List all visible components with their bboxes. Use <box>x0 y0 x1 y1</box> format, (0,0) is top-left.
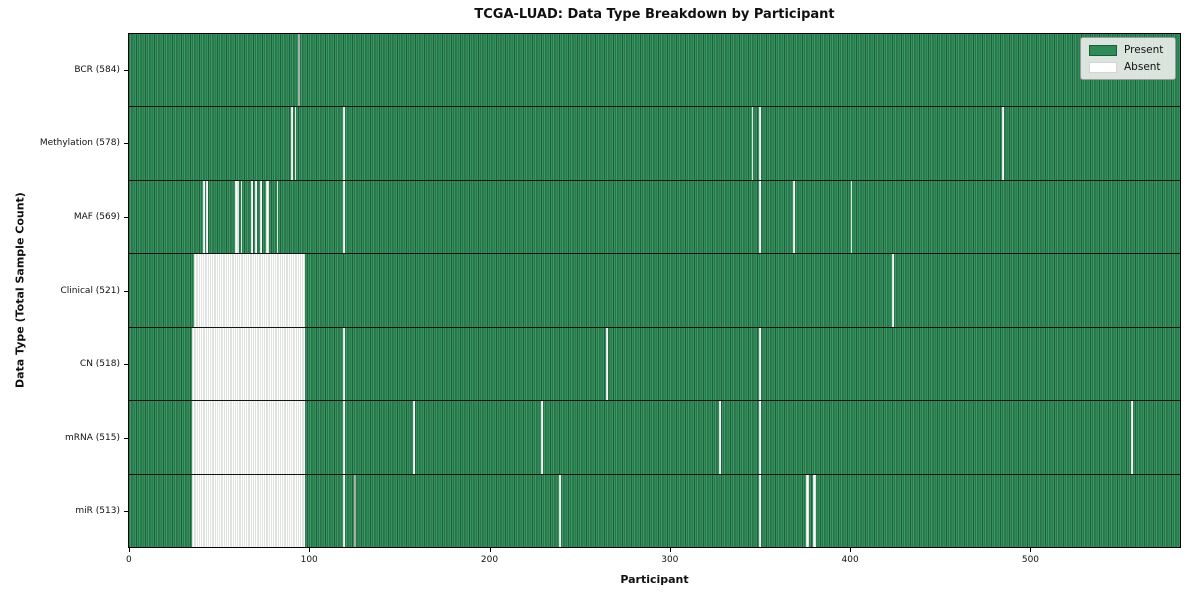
y-tick-mark <box>124 511 128 512</box>
row-MAF <box>129 180 1180 255</box>
absent-segment <box>413 401 416 474</box>
y-tick-mark <box>124 291 128 292</box>
absent-segment <box>605 327 608 401</box>
legend-entry-present: Present <box>1089 44 1167 56</box>
x-tick-mark <box>309 548 311 552</box>
absent-segment <box>191 474 306 547</box>
y-tick-mark <box>124 217 128 218</box>
y-tick-label: Methylation (578) <box>39 138 120 149</box>
row-Methylation <box>129 107 1180 181</box>
y-tick-mark <box>124 143 128 144</box>
absent-segment <box>541 401 543 474</box>
absent-segment <box>559 474 561 547</box>
legend-absent-label: Absent <box>1124 61 1161 73</box>
x-tick-mark <box>669 548 671 552</box>
absent-segment <box>206 180 209 254</box>
row-BCR <box>129 34 1180 108</box>
y-tick-label: Clinical (521) <box>60 285 120 296</box>
absent-segment <box>193 254 306 327</box>
row-mRNA <box>129 401 1180 475</box>
absent-segment <box>235 180 239 254</box>
absent-segment <box>260 180 263 254</box>
chart-title: TCGA-LUAD: Data Type Breakdown by Partic… <box>474 7 835 22</box>
y-tick-label: MAF (569) <box>73 211 120 222</box>
row-miR <box>129 474 1180 547</box>
absent-segment <box>343 474 345 547</box>
row-Clinical <box>129 254 1180 328</box>
y-tick-mark <box>124 70 128 71</box>
absent-segment <box>240 180 243 254</box>
absent-segment <box>294 107 297 180</box>
absent-segment <box>290 107 293 180</box>
x-tick-mark <box>128 548 130 552</box>
legend: Present Absent <box>1080 37 1176 80</box>
x-tick-label: 0 <box>126 555 132 565</box>
absent-segment <box>758 401 761 474</box>
x-tick-label: 500 <box>1021 555 1040 565</box>
y-tick-label: CN (518) <box>79 359 120 370</box>
absent-segment <box>191 327 306 401</box>
absent-swatch-icon <box>1089 61 1117 73</box>
x-tick-label: 400 <box>841 555 859 565</box>
artifact-line <box>353 474 356 547</box>
absent-segment <box>812 474 817 547</box>
absent-segment <box>751 107 754 180</box>
legend-present-label: Present <box>1124 44 1164 56</box>
absent-segment <box>343 180 345 254</box>
absent-segment <box>758 107 761 180</box>
x-tick-mark <box>489 548 491 552</box>
absent-segment <box>254 180 257 254</box>
x-tick-label: 100 <box>300 555 318 565</box>
present-swatch-icon <box>1089 44 1117 56</box>
absent-segment <box>793 180 795 254</box>
absent-segment <box>892 254 894 327</box>
absent-segment <box>805 474 810 547</box>
plot-area <box>128 33 1181 548</box>
absent-segment <box>758 474 761 547</box>
y-tick-label: miR (513) <box>75 506 120 517</box>
y-tick-label: BCR (584) <box>74 64 120 75</box>
absent-segment <box>1131 401 1134 474</box>
absent-segment <box>343 107 345 180</box>
y-tick-mark <box>124 364 128 365</box>
absent-segment <box>719 401 722 474</box>
absent-segment <box>202 180 205 254</box>
absent-segment <box>850 180 853 254</box>
row-CN <box>129 327 1180 402</box>
x-tick-label: 200 <box>480 555 499 565</box>
y-tick-mark <box>124 438 128 439</box>
absent-segment <box>758 327 761 401</box>
artifact-line <box>298 34 300 107</box>
absent-segment <box>343 401 345 474</box>
absent-segment <box>191 401 306 474</box>
y-tick-label: mRNA (515) <box>65 432 120 443</box>
absent-segment <box>343 327 345 401</box>
absent-segment <box>276 180 279 254</box>
absent-segment <box>758 180 761 254</box>
absent-segment <box>1001 107 1004 180</box>
x-tick-label: 300 <box>661 555 679 565</box>
legend-entry-absent: Absent <box>1089 61 1167 73</box>
x-tick-mark <box>1030 548 1032 552</box>
x-tick-mark <box>850 548 852 552</box>
absent-segment <box>251 180 254 254</box>
absent-segment <box>265 180 270 254</box>
x-axis-label: Participant <box>620 573 689 586</box>
